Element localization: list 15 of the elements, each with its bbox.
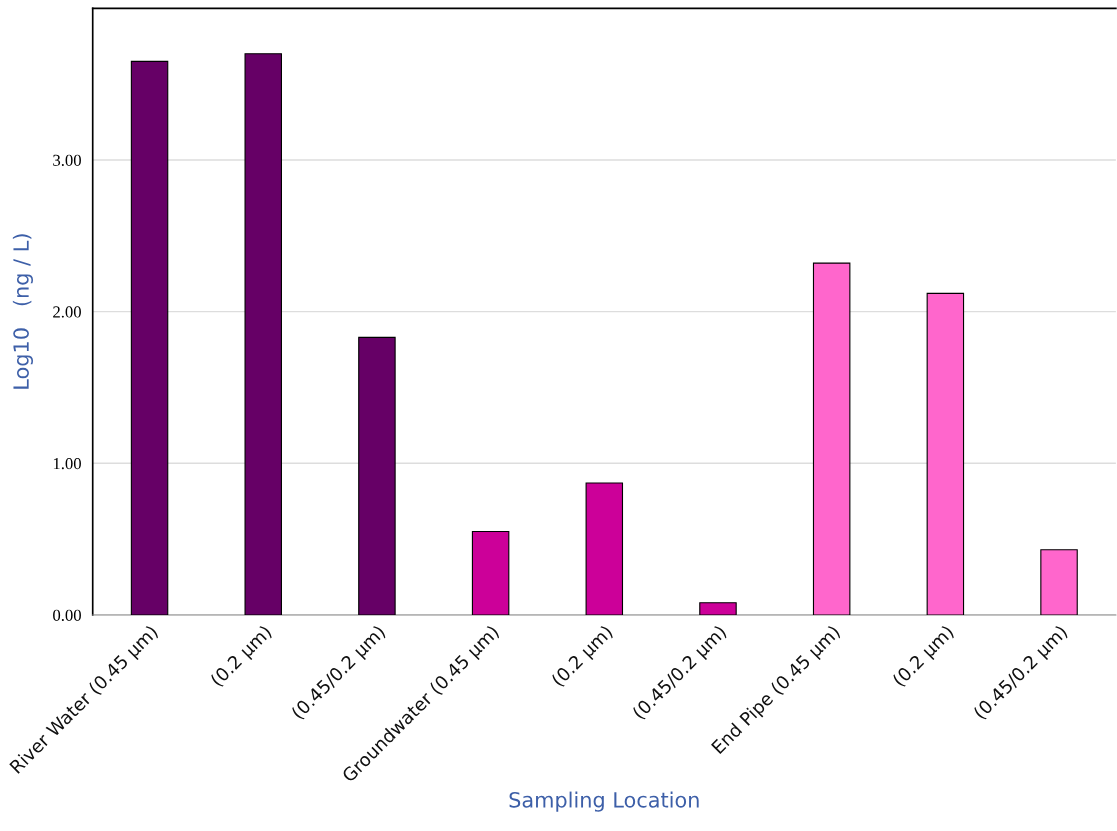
bar (244, 53, 282, 615)
x-axis-title: Sampling Location (509, 791, 699, 812)
bar (471, 530, 510, 615)
bar (812, 262, 851, 615)
bar (926, 292, 965, 615)
y-axis-title: Log10 (ng / L) (12, 234, 33, 389)
bar (130, 60, 169, 615)
bar (358, 336, 396, 615)
bar (585, 482, 624, 615)
y-tick-label: 2.00 (53, 306, 81, 318)
bar (1040, 549, 1078, 615)
y-tick-label: 0.00 (53, 609, 81, 621)
y-tick-label: 3.00 (53, 154, 81, 166)
bar (699, 602, 737, 615)
y-tick-label: 1.00 (53, 457, 81, 470)
